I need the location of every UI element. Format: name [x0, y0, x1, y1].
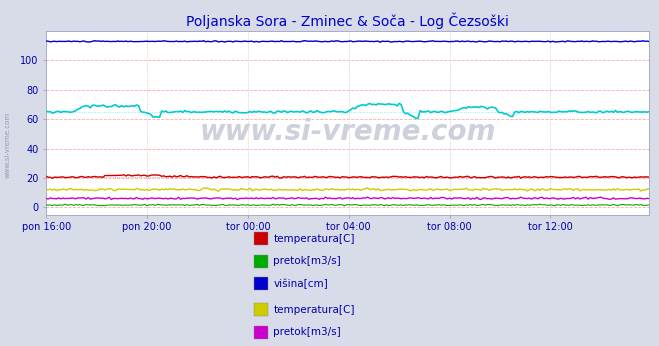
- Title: Poljanska Sora - Zminec & Soča - Log Čezsoški: Poljanska Sora - Zminec & Soča - Log Čez…: [186, 12, 509, 29]
- Text: pretok[m3/s]: pretok[m3/s]: [273, 256, 341, 266]
- Text: www.si-vreme.com: www.si-vreme.com: [5, 112, 11, 179]
- Text: višina[cm]: višina[cm]: [273, 279, 328, 289]
- Text: temperatura[C]: temperatura[C]: [273, 234, 355, 244]
- Text: temperatura[C]: temperatura[C]: [273, 305, 355, 315]
- Text: www.si-vreme.com: www.si-vreme.com: [200, 118, 496, 146]
- Text: pretok[m3/s]: pretok[m3/s]: [273, 327, 341, 337]
